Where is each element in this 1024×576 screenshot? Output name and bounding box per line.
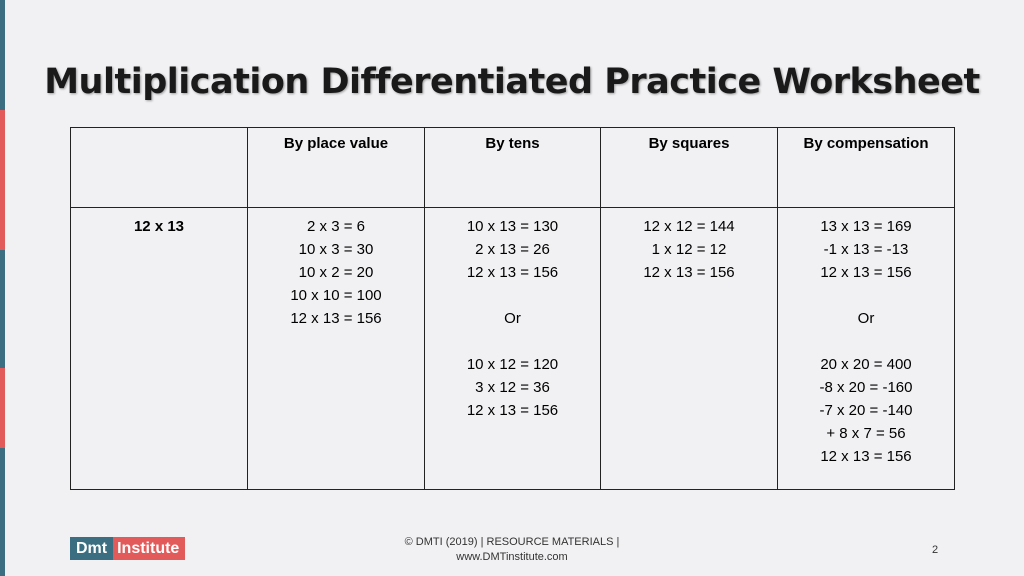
step-line: 12 x 13 = 156 [643,264,735,281]
step-line: 20 x 20 = 400 [820,356,912,373]
step-line: 2 x 3 = 6 [307,218,365,235]
footer-website-link[interactable]: www.DMTinstitute.com [456,551,568,563]
step-line: 12 x 13 = 156 [466,402,559,419]
left-accent-bar [0,0,5,576]
header-compensation: By compensation [777,127,955,208]
cell-compensation: 13 x 13 = 169 -1 x 13 = -13 12 x 13 = 15… [777,207,955,490]
row-label: 12 x 13 [70,207,248,490]
step-line: Or [504,310,521,327]
step-line: 3 x 12 = 36 [475,379,550,396]
logo-institute-text: Institute [113,537,186,560]
footer-copyright: © DMTI (2019) | RESOURCE MATERIALS | [404,536,620,548]
step-line: -8 x 20 = -160 [819,379,913,396]
step-line: 10 x 12 = 120 [466,356,559,373]
step-line: 13 x 13 = 169 [820,218,912,235]
step-line [425,284,600,307]
step-line: 10 x 10 = 100 [290,287,382,304]
step-line [778,330,954,353]
worksheet-table: By place value By tens By squares By com… [70,127,955,490]
step-line: + 8 x 7 = 56 [826,425,906,442]
step-line: 1 x 12 = 12 [651,241,727,258]
cell-squares: 12 x 12 = 144 1 x 12 = 12 12 x 13 = 156 [600,207,778,490]
step-line: 12 x 13 = 156 [290,310,382,327]
cell-tens: 10 x 13 = 130 2 x 13 = 26 12 x 13 = 156 … [424,207,601,490]
step-line: 12 x 12 = 144 [643,218,735,235]
step-line: 2 x 13 = 26 [475,241,550,258]
cell-place-value: 2 x 3 = 6 10 x 3 = 30 10 x 2 = 20 10 x 1… [247,207,425,490]
table-row: 12 x 13 2 x 3 = 6 10 x 3 = 30 10 x 2 = 2… [70,207,955,490]
header-tens: By tens [424,127,601,208]
slide-title: Multiplication Differentiated Practice W… [44,62,980,102]
page-number: 2 [932,544,939,556]
step-line: Or [857,310,875,327]
header-row: By place value By tens By squares By com… [70,127,955,208]
step-line: 10 x 2 = 20 [298,264,374,281]
step-line: -7 x 20 = -140 [819,402,913,419]
footer-credits: © DMTI (2019) | RESOURCE MATERIALS | www… [362,535,662,565]
corner-cell [70,127,248,208]
step-line [778,284,954,307]
header-place-value: By place value [247,127,425,208]
step-line: 10 x 3 = 30 [298,241,374,258]
step-line: 12 x 13 = 156 [466,264,559,281]
left-accent-segment-bottom [0,368,5,448]
dmt-institute-logo: Dmt Institute [70,537,186,560]
left-accent-segment-top [0,110,5,250]
logo-dmt-text: Dmt [70,537,114,560]
step-line: -1 x 13 = -13 [823,241,909,258]
step-line: 12 x 13 = 156 [820,264,912,281]
header-squares: By squares [600,127,778,208]
step-line: 12 x 13 = 156 [820,448,912,465]
step-line [425,330,600,353]
step-line: 10 x 13 = 130 [466,218,559,235]
